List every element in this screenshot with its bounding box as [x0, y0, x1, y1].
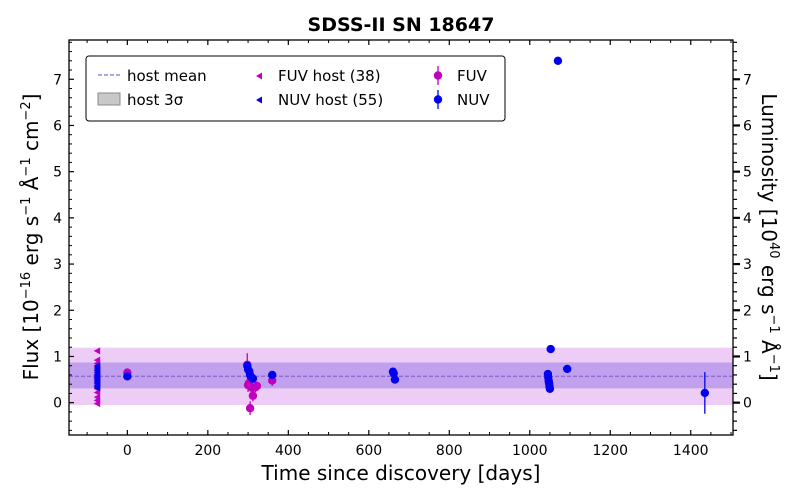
y-tick-label-right: 7 — [743, 72, 752, 88]
tick-layer: 0 200 400 600 800 1000 1200 1400 0 1 2 3 4 5 6 7 0 1 2 3 4 5 6… — [53, 40, 752, 459]
y-tick-label: 4 — [53, 211, 62, 227]
nuv-point — [268, 370, 277, 380]
nuv-point — [546, 344, 555, 354]
y-label-end: ] — [19, 94, 43, 102]
fuv-host-marker — [93, 347, 101, 355]
y-label-exp4: −2 — [19, 101, 34, 120]
y-label-mid2: Å — [19, 176, 43, 196]
y-tick-label: 2 — [53, 303, 62, 319]
y2-label-base: Luminosity [10 — [757, 93, 781, 242]
nuv-point — [545, 384, 555, 394]
y2-label-exp1: 40 — [766, 242, 781, 259]
x-tick-label: 1400 — [673, 443, 709, 459]
legend-fuv-host-label: FUV host (38) — [278, 67, 381, 85]
y-label-exp2: −1 — [19, 197, 34, 216]
nuv-point — [390, 375, 400, 384]
nuv-point — [248, 374, 258, 383]
x-tick-label: 1200 — [592, 443, 628, 459]
y-tick-label-right: 3 — [743, 257, 752, 273]
y-axis-label: Flux [10−16 erg s−1 Å−1 cm−2] — [19, 94, 43, 381]
y-tick-label-right: 5 — [743, 165, 752, 181]
legend-frame — [85, 55, 506, 122]
chart-title: SDSS-II SN 18647 — [308, 14, 495, 36]
y-tick-label-right: 0 — [743, 396, 752, 412]
y-tick-label-right: 4 — [743, 211, 752, 227]
fuv-host-marker — [93, 400, 101, 408]
legend-nuv-label: NUV — [457, 91, 490, 109]
y-label-exp1: −16 — [19, 272, 34, 299]
legend-fuv-label: FUV — [457, 67, 488, 85]
legend-nuv-host-label: NUV host (55) — [278, 91, 383, 109]
nuv-host-marker — [93, 384, 101, 392]
y-tick-label: 1 — [53, 349, 62, 365]
x-tick-label: 800 — [436, 443, 463, 459]
y-tick-label: 5 — [53, 165, 62, 181]
y-label-mid: erg s — [19, 216, 43, 272]
y-tick-label: 6 — [53, 118, 62, 134]
x-tick-label: 1000 — [512, 443, 548, 459]
y-label-mid3: cm — [19, 121, 43, 158]
y2-label-mid: erg s — [757, 259, 781, 315]
x-tick-label: 0 — [123, 443, 132, 459]
y-tick-label-right: 6 — [743, 118, 752, 134]
legend-host-mean-label: host mean — [127, 67, 207, 85]
fuv-point — [245, 404, 255, 413]
plot-frame — [68, 39, 734, 436]
y2-label-end: ] — [757, 373, 781, 381]
fuv-host-marker — [93, 388, 101, 396]
legend-nuv-host-marker — [256, 96, 262, 104]
y2-label-exp3: −1 — [766, 354, 781, 373]
y-axis-label-right: Luminosity [1040 erg s−1 Å−1] — [757, 93, 781, 380]
x-tick-label: 600 — [355, 443, 382, 459]
fuv-point — [248, 391, 258, 400]
y-tick-label-right: 2 — [743, 303, 752, 319]
y2-label-exp2: −1 — [766, 315, 781, 334]
legend-fuv-host-marker — [256, 72, 262, 80]
x-axis-label: Time since discovery [days] — [261, 461, 541, 485]
nuv-point — [563, 364, 572, 374]
y-label-exp3: −1 — [19, 157, 34, 176]
legend-host-sigma-label: host 3σ — [127, 91, 184, 109]
fuv-point — [252, 381, 262, 391]
x-tick-label: 400 — [275, 443, 302, 459]
nuv-host-band — [69, 362, 733, 389]
nuv-point — [123, 372, 132, 381]
y-tick-label: 7 — [53, 72, 62, 88]
y-tick-label-right: 1 — [743, 349, 752, 365]
host-bands — [69, 347, 733, 405]
nuv-point — [700, 388, 710, 398]
y-label-base: Flux [10 — [19, 299, 43, 380]
nuv-point — [553, 56, 563, 65]
data-layer — [93, 56, 710, 416]
y-tick-label: 0 — [53, 396, 62, 412]
legend-host-sigma-swatch — [97, 92, 121, 106]
x-tick-label: 200 — [194, 443, 221, 459]
legend: host mean host 3σ FUV host (38) NUV host… — [85, 55, 506, 122]
legend-fuv-marker — [433, 71, 443, 80]
y-tick-label: 3 — [53, 257, 62, 273]
y2-label-mid2: Å — [757, 334, 781, 354]
legend-nuv-marker — [433, 95, 443, 104]
